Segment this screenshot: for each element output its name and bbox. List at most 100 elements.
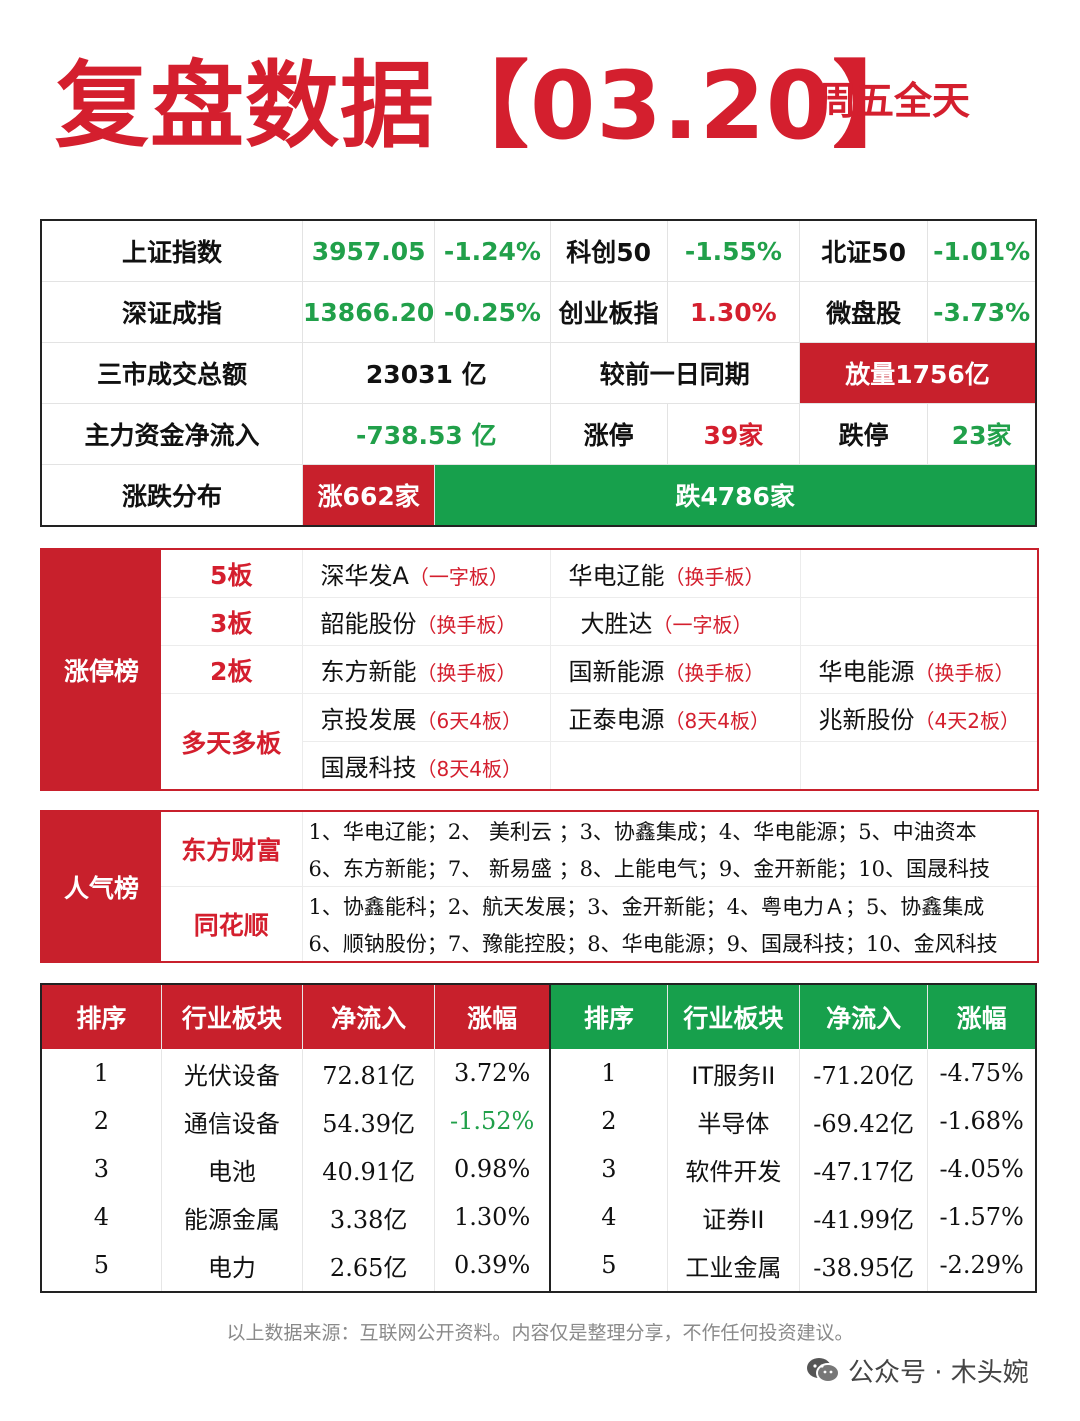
turnover-label: 三市成交总额 [41,342,304,404]
netflow-cell: 54.39亿 [302,1097,436,1145]
column-header: 涨幅 [434,984,552,1049]
column-header: 排序 [550,984,668,1049]
table-row: 人气榜 东方财富 1、华电辽能；2、 美利云 ；3、协鑫集成；4、华电能源；5、… [41,811,1039,962]
rank-cell: 4 [41,1193,162,1241]
board-tag: （换手板） [416,613,517,637]
popularity-table: 人气榜 东方财富 1、华电辽能；2、 美利云 ；3、协鑫集成；4、华电能源；5、… [40,810,1039,963]
sector-cell: 工业金属 [667,1241,801,1292]
stock-cell: 深华发A（一字板） [302,549,551,598]
sector-cell: 软件开发 [667,1145,801,1193]
sector-cell: 半导体 [667,1097,801,1145]
index-label: 深证成指 [41,281,304,343]
ranking-line: 6、东方新能；7、 新易盛 ；8、上能电气；9、金开新能；10、国晟科技 [302,849,1039,887]
stock-name: 兆新股份 [818,706,915,734]
account-name: 公众号 · 木头婉 [848,1358,1029,1388]
index-label: 科创50 [550,220,668,282]
distribution-label: 涨跌分布 [41,464,304,526]
table-row: 3 电池 40.91亿 0.98% 3 软件开发 -47.17亿 -4.05% [41,1145,1037,1193]
compare-label: 较前一日同期 [550,342,800,404]
change-cell: -1.68% [927,1097,1037,1145]
board-tag: （换手板） [664,661,765,685]
index-change: 1.30% [667,281,801,343]
stock-name: 京投发展 [320,706,417,734]
stock-cell: 华电辽能（换手板） [550,549,801,598]
change-cell: -1.57% [927,1193,1037,1241]
board-label: 多天多板 [161,693,303,791]
limit-down-label: 跌停 [799,403,929,465]
market-row: 上证指数 3957.05 -1.24% 科创50 -1.55% 北证50 -1.… [41,220,1037,282]
index-value: 3957.05 [302,220,436,282]
index-label: 微盘股 [799,281,929,343]
rank-cell: 4 [550,1193,668,1241]
advancers-bar: 涨662家 [302,464,436,526]
index-label: 北证50 [799,220,929,282]
netflow-cell: -69.42亿 [799,1097,929,1145]
rank-cell: 3 [550,1145,668,1193]
table-row: 6、东方新能；7、 新易盛 ；8、上能电气；9、金开新能；10、国晟科技 [41,849,1039,887]
market-row: 主力资金净流入 -738.53 亿 涨停 39家 跌停 23家 [41,403,1037,465]
index-value: 13866.20 [302,281,436,343]
stock-name: 国晟科技 [320,754,417,782]
stock-name: 东方新能 [320,658,417,686]
board-tag: （8天4板） [664,709,770,733]
rank-cell: 2 [41,1097,162,1145]
board-tag: （一字板） [652,613,753,637]
change-cell: -2.29% [927,1241,1037,1292]
stock-cell: 韶能股份（换手板） [302,597,551,646]
index-change: -0.25% [434,281,551,343]
ranking-line: 6、顺钠股份；7、豫能控股；8、华电能源；9、国晟科技；10、金风科技 [302,924,1039,962]
change-cell: -1.52% [434,1097,552,1145]
stock-cell: 京投发展（6天4板） [302,693,551,742]
netflow-cell: 2.65亿 [302,1241,436,1292]
index-change: -1.24% [434,220,551,282]
board-tag: （4天2板） [914,709,1020,733]
table-row: 国晟科技（8天4板） [41,741,1039,790]
netflow-cell: -38.95亿 [799,1241,929,1292]
change-cell: 0.98% [434,1145,552,1193]
change-cell: 3.72% [434,1049,552,1097]
board-tag: （换手板） [416,661,517,685]
stock-name: 华电能源 [818,658,915,686]
rank-cell: 1 [41,1049,162,1097]
section-label: 涨停榜 [41,549,161,790]
stock-name: 深华发A [320,562,409,590]
wechat-icon [806,1356,840,1391]
index-label: 上证指数 [41,220,304,282]
table-row: 6、顺钠股份；7、豫能控股；8、华电能源；9、国晟科技；10、金风科技 [41,924,1039,962]
change-cell: 1.30% [434,1193,552,1241]
sector-cell: 光伏设备 [161,1049,304,1097]
column-header: 排序 [41,984,162,1049]
table-row: 2 通信设备 54.39亿 -1.52% 2 半导体 -69.42亿 -1.68% [41,1097,1037,1145]
stock-name: 正泰电源 [568,706,665,734]
table-header: 排序 行业板块 净流入 涨幅 排序 行业板块 净流入 涨幅 [41,984,1037,1049]
market-row: 涨跌分布 涨662家 跌4786家 [41,464,1037,526]
empty-cell [800,597,1039,646]
index-change: -1.01% [927,220,1037,282]
netflow-cell: 40.91亿 [302,1145,436,1193]
netflow-label: 主力资金净流入 [41,403,304,465]
index-label: 创业板指 [550,281,668,343]
netflow-cell: 3.38亿 [302,1193,436,1241]
table-row: 2板 东方新能（换手板） 国新能源（换手板） 华电能源（换手板） [41,645,1039,694]
index-change: -3.73% [927,281,1037,343]
stock-name: 韶能股份 [320,610,417,638]
limit-up-value: 39家 [667,403,801,465]
stock-name: 华电辽能 [568,562,665,590]
table-row: 涨停榜 5板 深华发A（一字板） 华电辽能（换手板） [41,549,1039,790]
empty-cell [550,741,801,790]
column-header: 涨幅 [927,984,1037,1049]
change-cell: -4.05% [927,1145,1037,1193]
rank-cell: 5 [41,1241,162,1292]
index-change: -1.55% [667,220,801,282]
stock-cell: 兆新股份（4天2板） [800,693,1039,742]
sector-cell: 电池 [161,1145,304,1193]
stock-name: 国新能源 [568,658,665,686]
limit-down-value: 23家 [927,403,1037,465]
rank-cell: 1 [550,1049,668,1097]
netflow-value: -738.53 亿 [302,403,551,465]
empty-cell [800,741,1039,790]
table-row: 5 电力 2.65亿 0.39% 5 工业金属 -38.95亿 -2.29% [41,1241,1037,1292]
stock-name: 大胜达 [580,610,653,638]
account-label: 公众号 · 木头婉 [806,1352,1029,1391]
sector-cell: 能源金属 [161,1193,304,1241]
